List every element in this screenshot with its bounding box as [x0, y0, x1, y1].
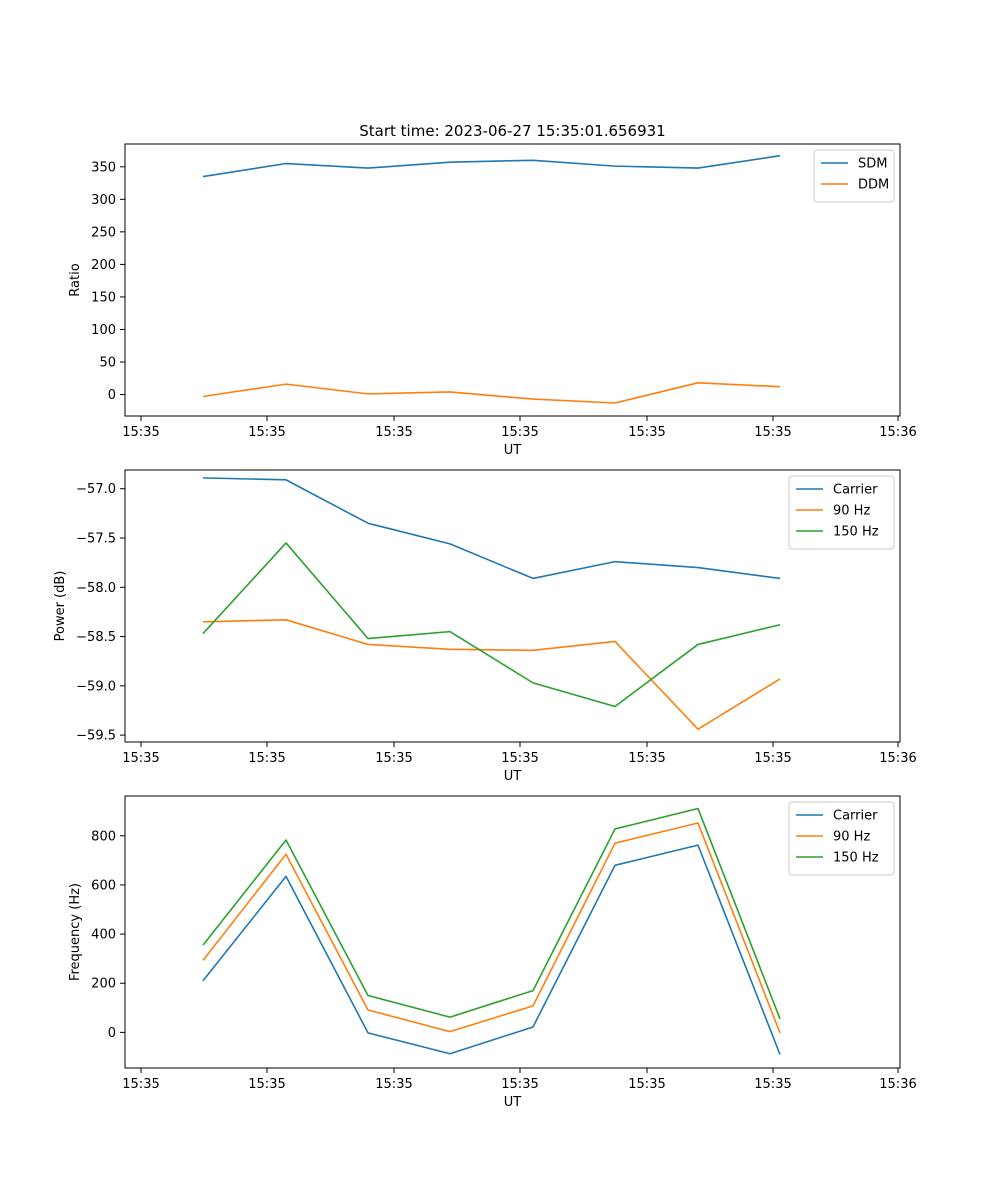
y-tick-label: 100 [91, 323, 116, 338]
y-tick-label: 0 [108, 388, 116, 403]
x-tick-label: 15:35 [122, 425, 159, 440]
y-axis-label: Power (dB) [53, 571, 68, 642]
series-line-150-hz [202, 542, 781, 708]
x-tick-label: 15:35 [754, 425, 791, 440]
y-tick-label: 0 [108, 1026, 116, 1041]
series-line-sdm [202, 154, 781, 178]
y-tick-label: 600 [91, 878, 116, 893]
y-tick-label: −57.0 [76, 482, 116, 497]
y-tick-label: −59.5 [76, 729, 116, 744]
x-tick-label: 15:35 [375, 751, 412, 766]
y-tick-label: 50 [99, 355, 116, 370]
legend-label: DDM [858, 178, 889, 193]
x-tick-label: 15:35 [248, 425, 285, 440]
x-tick-label: 15:35 [501, 425, 538, 440]
series-line-ddm [202, 382, 781, 404]
y-tick-label: 250 [91, 225, 116, 240]
series-line-150-hz [202, 807, 781, 1020]
x-axis-label: UT [504, 769, 522, 784]
series-line-carrier [202, 477, 781, 580]
series-line-90-hz [202, 618, 781, 730]
legend-label: Carrier [833, 483, 878, 498]
x-tick-label: 15:36 [879, 425, 916, 440]
series-line-90-hz [202, 822, 781, 1034]
x-tick-label: 15:35 [501, 1077, 538, 1092]
x-tick-label: 15:36 [879, 1077, 916, 1092]
x-tick-label: 15:35 [248, 751, 285, 766]
y-tick-label: −58.0 [76, 581, 116, 596]
axes-frame [124, 469, 901, 743]
y-tick-label: −57.5 [76, 532, 116, 547]
x-tick-label: 15:35 [248, 1077, 285, 1092]
x-tick-label: 15:35 [501, 751, 538, 766]
legend: Carrier 90 Hz 150 Hz [788, 475, 895, 550]
y-tick-label: 200 [91, 977, 116, 992]
x-axis-label: UT [504, 443, 522, 458]
legend-label: 90 Hz [833, 830, 870, 845]
x-tick-label: 15:35 [122, 751, 159, 766]
legend-label: 150 Hz [833, 525, 879, 540]
x-tick-label: 15:35 [628, 751, 665, 766]
y-tick-label: 150 [91, 290, 116, 305]
y-axis-label: Ratio [68, 263, 83, 296]
subplot-1: 15:35 15:35 15:35 15:35 15:35 15:35 15:36 0 50 10… [68, 143, 917, 458]
y-tick-label: 400 [91, 928, 116, 943]
legend-label: SDM [858, 157, 887, 172]
axes-frame [124, 795, 901, 1069]
y-tick-label: 350 [91, 160, 116, 175]
legend-label: 90 Hz [833, 504, 870, 519]
x-tick-label: 15:35 [122, 1077, 159, 1092]
subplot-3: 15:35 15:35 15:35 15:35 15:35 15:35 15:36 0 200 4… [68, 795, 917, 1110]
legend: SDM DDM [813, 149, 895, 203]
axes-frame [124, 143, 901, 417]
y-axis-label: Frequency (Hz) [68, 883, 83, 981]
x-tick-label: 15:35 [754, 751, 791, 766]
y-tick-label: −59.0 [76, 679, 116, 694]
subplot-2: 15:35 15:35 15:35 15:35 15:35 15:35 15:36 −59.5… [53, 469, 917, 784]
x-tick-label: 15:35 [628, 425, 665, 440]
x-axis-label: UT [504, 1095, 522, 1110]
y-tick-label: 200 [91, 258, 116, 273]
x-tick-label: 15:35 [628, 1077, 665, 1092]
x-tick-label: 15:35 [375, 425, 412, 440]
y-tick-label: −58.5 [76, 630, 116, 645]
y-tick-label: 300 [91, 193, 116, 208]
legend-label: 150 Hz [833, 851, 879, 866]
x-tick-label: 15:36 [879, 751, 916, 766]
x-tick-label: 15:35 [375, 1077, 412, 1092]
figure-title: Start time: 2023-06-27 15:35:01.656931 [359, 122, 665, 140]
legend-label: Carrier [833, 809, 878, 824]
legend: Carrier 90 Hz 150 Hz [788, 801, 895, 876]
series-line-carrier [202, 844, 781, 1055]
x-tick-label: 15:35 [754, 1077, 791, 1092]
y-tick-label: 800 [91, 829, 116, 844]
